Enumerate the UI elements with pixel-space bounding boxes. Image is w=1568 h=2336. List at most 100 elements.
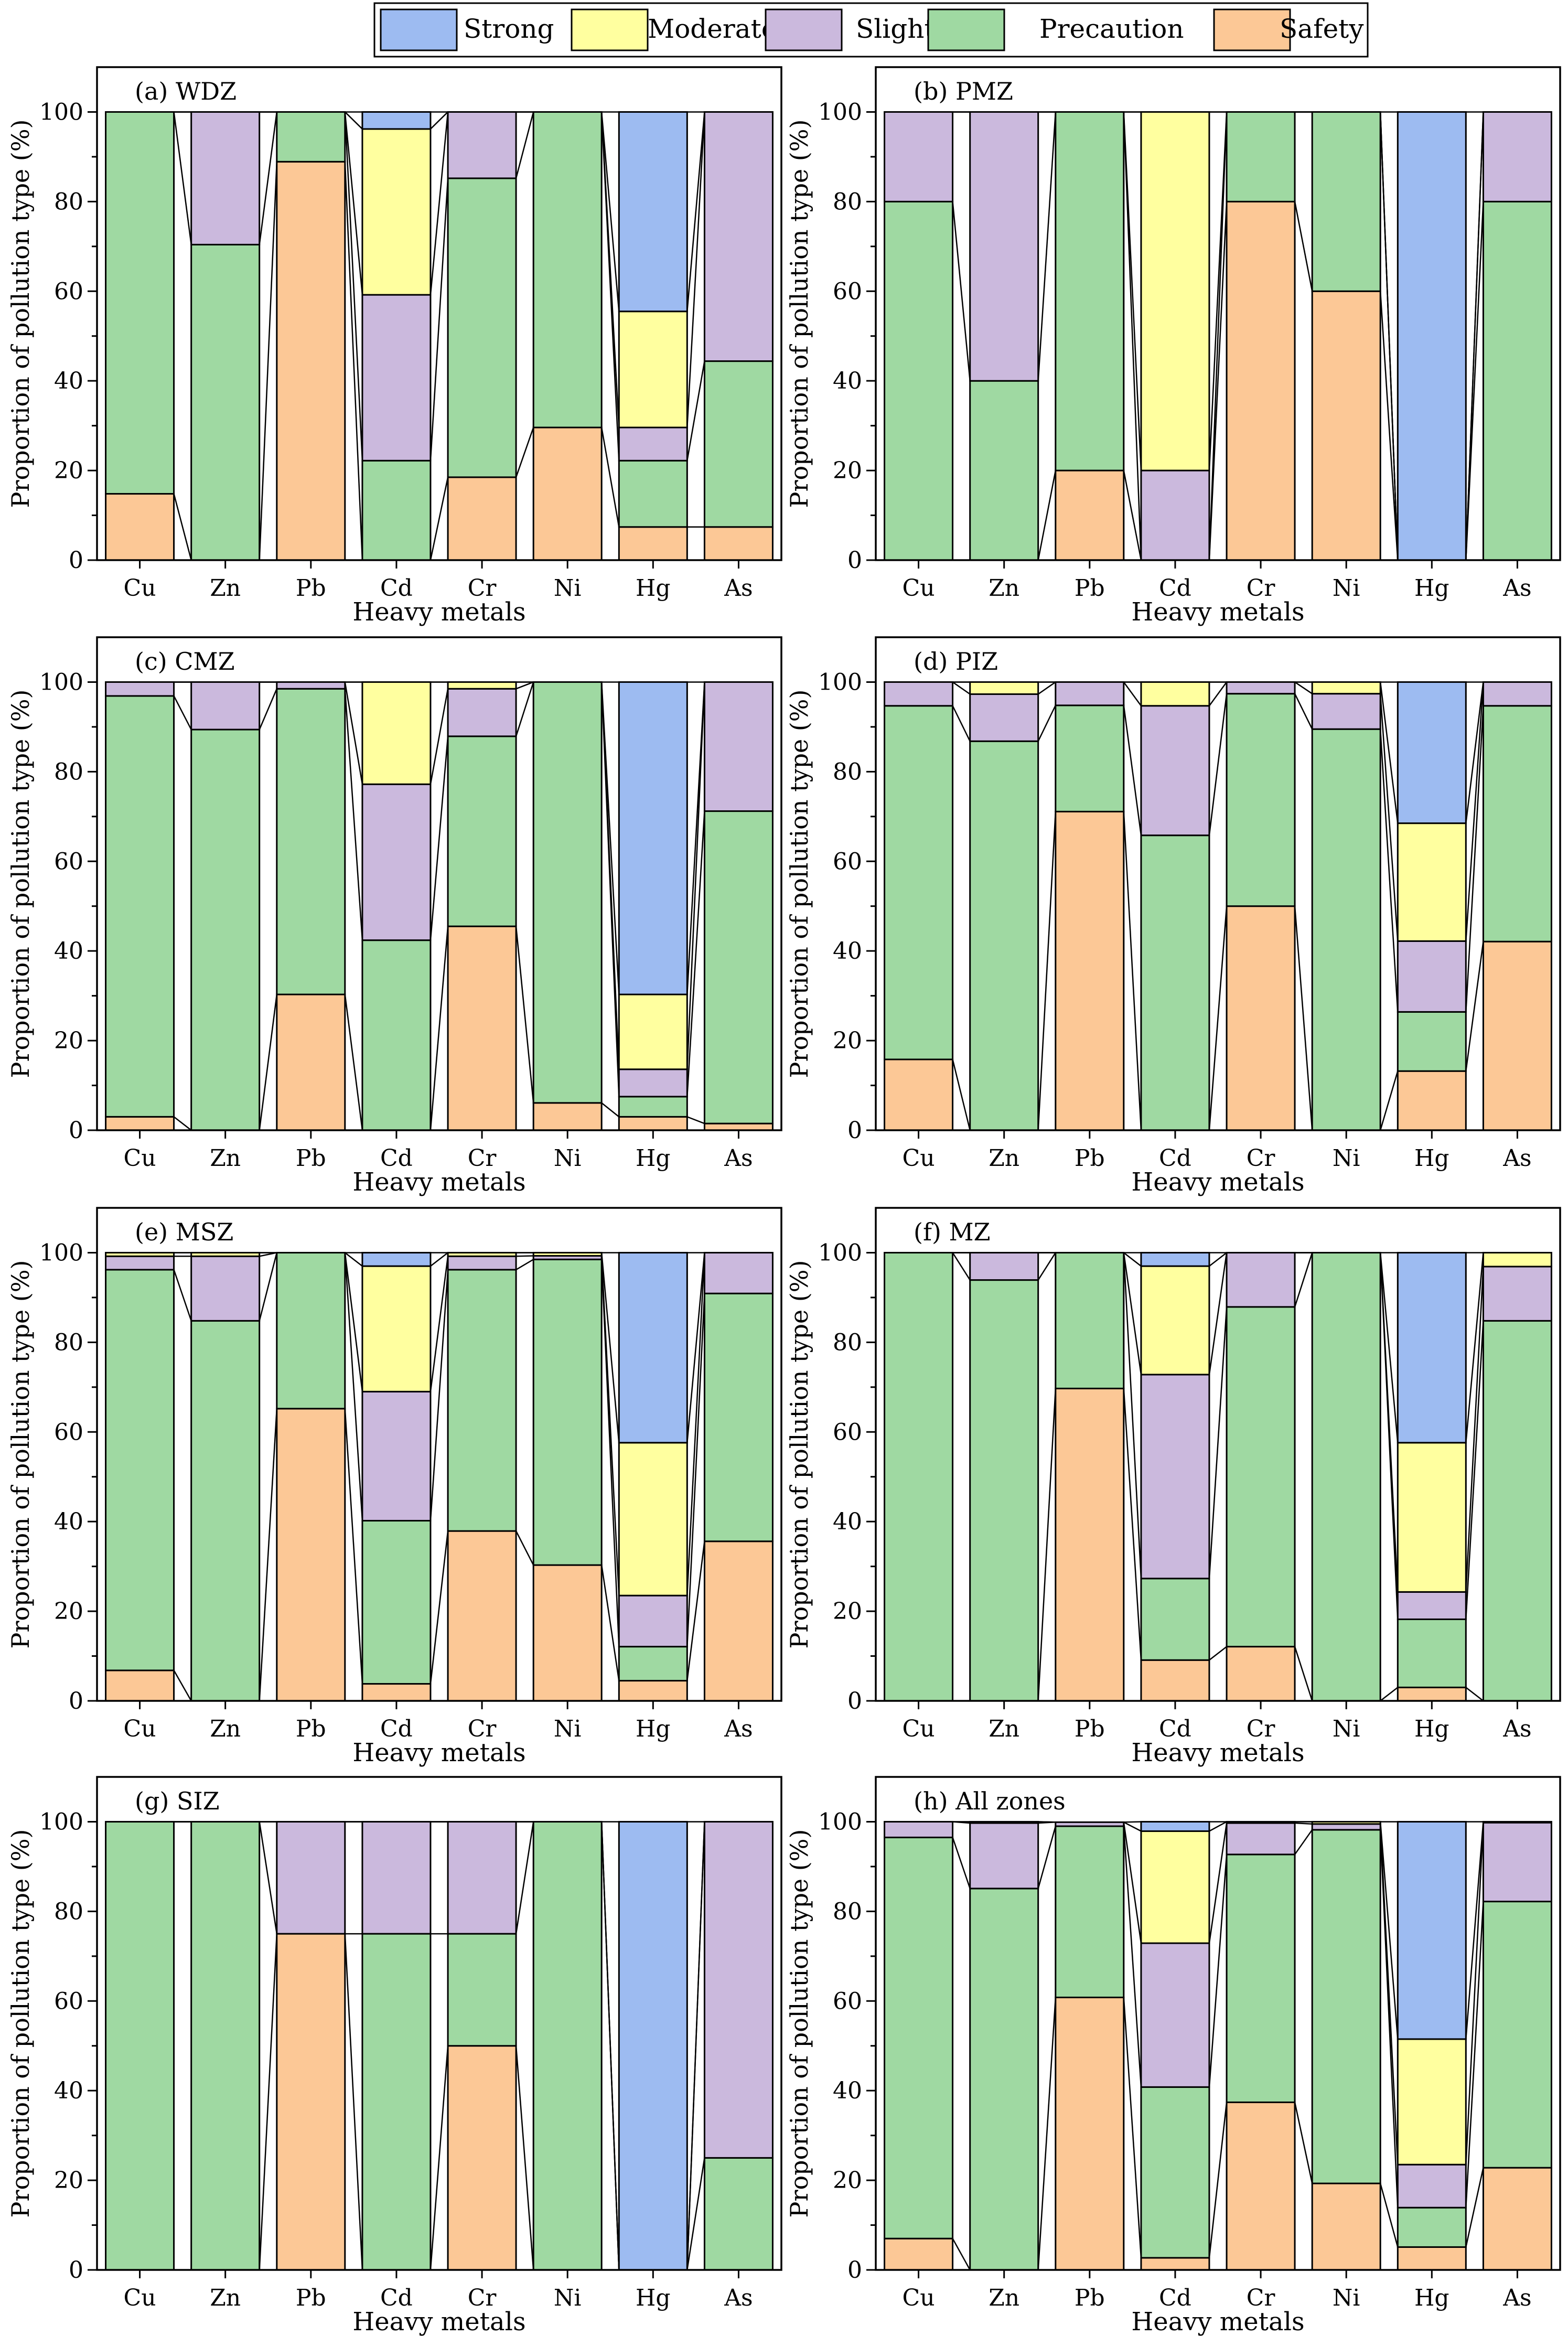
x-tick-label-cr: Cr [468,1145,497,1172]
bar-as-slight [703,111,774,362]
x-tick-label-pb: Pb [1075,2285,1105,2311]
bar-cr-slight [1226,1822,1296,1856]
connector-line [173,494,192,561]
bar-cr-safety [447,925,517,1131]
connector-line [1209,1821,1227,1832]
x-tick-label-hg: Hg [1414,2285,1449,2311]
connector-line [1465,941,1484,1071]
connector-line [600,682,620,1069]
bar-cd-slight [361,1390,432,1521]
x-tick-label-hg: Hg [636,575,671,602]
x-tick-label-hg: Hg [636,1716,671,1742]
connector-line [344,1252,363,1392]
bar-cu-slight [884,1820,954,1838]
x-tick-label-cu: Cu [903,1145,935,1172]
connector-line [345,1252,363,1267]
bar-pb-safety [276,160,346,561]
y-tick-label: 40 [833,1508,862,1535]
bar-pb-slight [1055,1821,1125,1827]
bar-cu-slight [105,1255,175,1271]
x-tick-label-zn: Zn [989,2285,1019,2311]
connector-line [515,427,534,478]
bar-cr-slight [447,1255,517,1271]
connector-line [1465,1687,1484,1701]
connector-line [515,682,534,737]
bar-cr-slight [447,111,517,179]
connector-line [173,1116,192,1131]
x-tick-label-hg: Hg [1414,575,1449,602]
connector-line [430,1252,448,1267]
connector-line [686,1116,705,1124]
connector-line [686,1821,705,2270]
bar-cd-safety [1140,2257,1210,2271]
connector-line [173,1670,192,1701]
panel-a-wdz: 0 20 40 60 80 100 Cu Zn Pb Cd Cr Ni Hg As Heavy metals… [6,66,782,627]
connector-line [429,2045,449,2270]
bar-cu-precaution [884,705,954,1060]
connector-line [1465,705,1484,1012]
connector-line [1037,681,1056,695]
bar-cu-precaution [105,111,175,495]
connector-line [686,112,705,312]
connector-line [1465,1321,1484,1620]
bar-ni-slight [1311,693,1381,730]
legend: Strong Moderate Slight Precaution Safety [373,2,1369,58]
bar-hg-strong [1397,111,1467,561]
connector-line [429,926,449,1131]
x-tick-label-zn: Zn [210,1716,241,1742]
connector-line [1123,112,1142,561]
bar-cd-precaution [1140,1578,1210,1661]
plot-frame [96,66,782,561]
bar-cd-precaution [361,459,432,561]
bar-pb-safety [1055,469,1125,561]
x-tick-label-pb: Pb [1075,575,1105,602]
connector-line [952,1059,971,1131]
connector-line [515,2045,534,2270]
bar-zn-precaution [190,1820,261,2271]
connector-line [429,1256,449,1392]
bar-ni-precaution [1311,1251,1381,1702]
connector-line [1208,112,1228,471]
bar-zn-moderate [969,1820,1039,1824]
connector-line [259,162,278,561]
bar-as-precaution [1482,1320,1552,1702]
connector-line [1294,693,1313,730]
bar-hg-slight [1397,940,1467,1013]
bar-cd-slight [1140,705,1210,837]
bar-cr-safety [1226,200,1296,561]
bar-as-slight [1482,111,1552,202]
x-tick-label-pb: Pb [1075,1145,1105,1172]
y-tick-label: 0 [847,2257,862,2284]
connector-line [1465,1901,1484,2208]
bar-ni-moderate [532,1251,603,1257]
bar-hg-strong [618,1251,688,1444]
connector-line [1123,681,1142,706]
connector-line [515,1259,534,1271]
x-tick-label-cu: Cu [903,1716,935,1742]
connector-line [1208,681,1228,706]
bar-cd-precaution [1140,2086,1210,2259]
connector-line [1123,1821,1141,1823]
bar-zn-precaution [190,728,261,1131]
y-tick-label: 0 [69,2257,83,2284]
panel-title: (h) All zones [914,1787,1066,1815]
x-tick-label-pb: Pb [296,2285,326,2311]
connector-line [1379,1070,1399,1131]
bar-cd-strong [361,1251,432,1267]
bar-hg-strong [618,681,688,995]
connector-line [686,361,705,461]
connector-line [1037,811,1057,1131]
connector-line [1208,1252,1228,1375]
y-tick-label: 60 [833,848,862,875]
legend-label-moderate: Moderate [648,14,777,44]
bar-cd-slight [1140,1374,1210,1580]
connector-line [1465,1252,1484,1443]
y-tick-label: 80 [54,758,83,785]
bar-ni-moderate [1311,681,1381,695]
connector-line [1123,1822,1142,1944]
y-tick-label: 40 [833,938,862,965]
connector-line [429,112,449,295]
bar-hg-precaution [1397,1011,1467,1072]
bar-cu-precaution [884,1251,954,1702]
bar-cr-precaution [447,177,517,478]
